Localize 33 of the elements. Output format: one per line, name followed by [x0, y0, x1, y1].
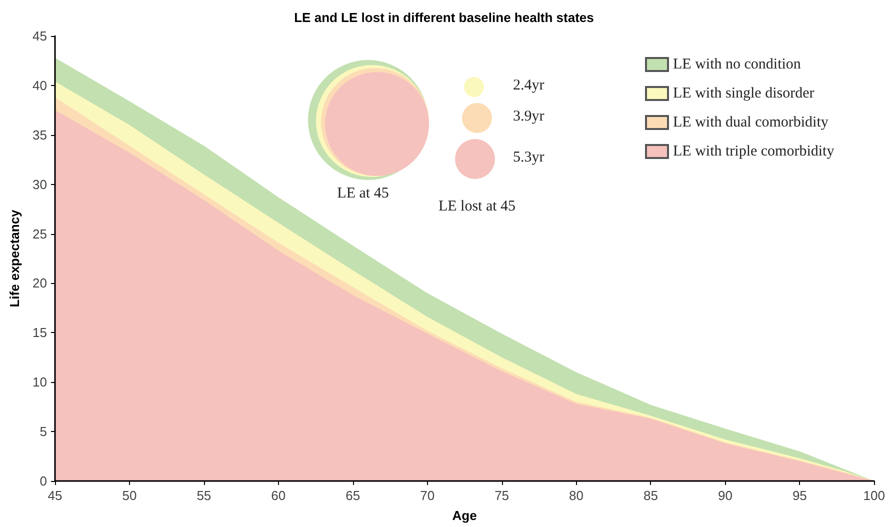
y-tick-label: 30 — [32, 176, 47, 192]
x-tick-label: 65 — [346, 488, 360, 503]
legend-label: LE with single disorder — [673, 86, 814, 102]
y-tick-label: 5 — [40, 424, 47, 440]
legend-label: LE with dual comorbidity — [673, 114, 829, 130]
y-axis-title: Life expectancy — [7, 208, 22, 308]
annotation: LE lost at 45 — [438, 198, 516, 214]
x-axis-title: Age — [452, 508, 477, 523]
y-tick-label: 45 — [32, 28, 47, 44]
y-tick-label: 20 — [32, 276, 47, 291]
y-tick-label: 25 — [32, 226, 47, 242]
legend-label: LE with no condition — [673, 56, 802, 72]
chart-title: LE and LE lost in different baseline health states — [294, 10, 594, 25]
x-tick-label: 50 — [122, 488, 137, 503]
annotation: 2.4yr — [513, 78, 544, 94]
x-tick-label: 75 — [494, 488, 510, 503]
x-tick-label: 95 — [792, 488, 807, 503]
y-tick-label: 10 — [32, 374, 47, 390]
annotation: LE at 45 — [337, 186, 389, 202]
x-tick-label: 70 — [420, 488, 435, 503]
x-tick-label: 100 — [863, 488, 886, 503]
y-tick-label: 0 — [40, 474, 47, 488]
annotation: 3.9yr — [513, 108, 544, 124]
annotation: 5.3yr — [513, 150, 544, 166]
x-tick-label: 80 — [569, 488, 584, 503]
y-tick-label: 35 — [32, 127, 47, 142]
y-tick-label: 40 — [32, 78, 47, 93]
x-tick-label: 90 — [718, 488, 732, 503]
x-tick-label: 85 — [644, 488, 658, 503]
y-tick-label: 15 — [32, 325, 47, 340]
legend-label: LE with triple comorbidity — [673, 144, 835, 160]
x-tick-label: 55 — [196, 488, 212, 503]
x-tick-label: 60 — [271, 488, 286, 503]
